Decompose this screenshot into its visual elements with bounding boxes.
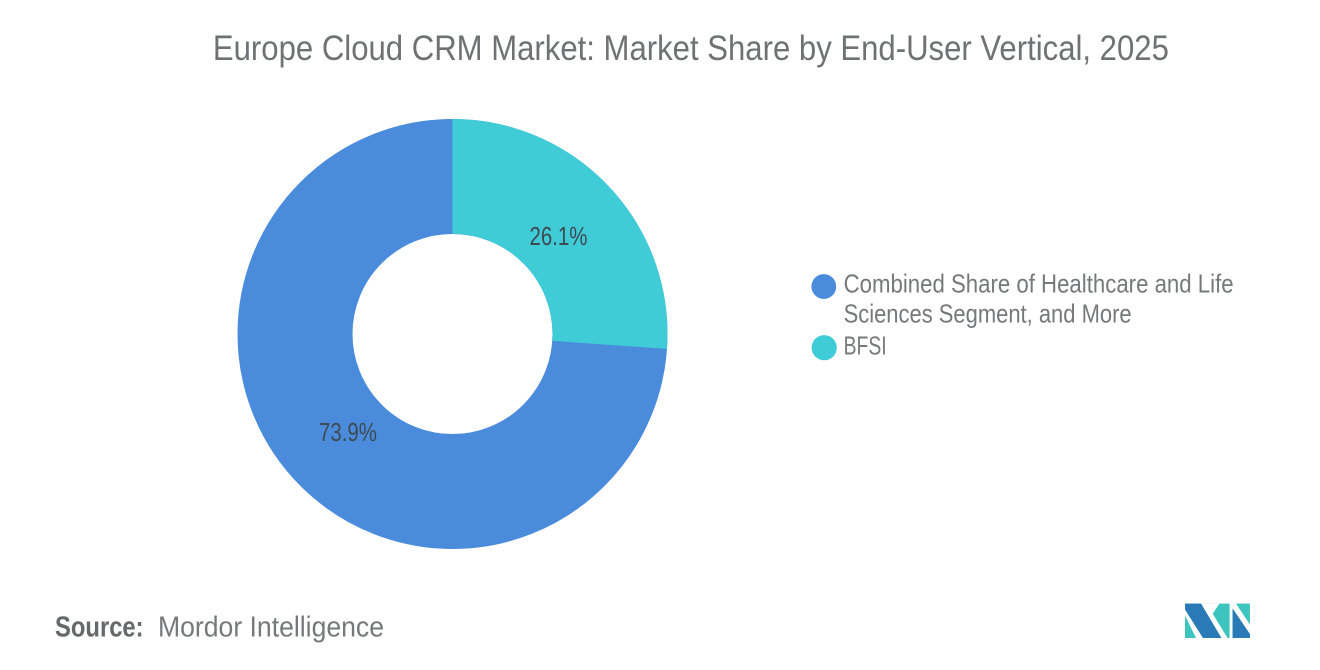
svg-text:26.1%: 26.1% — [530, 221, 588, 251]
svg-text:Sciences Segment, and More: Sciences Segment, and More — [844, 299, 1132, 329]
svg-text:Source:: Source: — [55, 612, 144, 644]
svg-text:Combined Share of Healthcare a: Combined Share of Healthcare and Life — [844, 269, 1234, 299]
svg-text:73.9%: 73.9% — [319, 417, 377, 447]
svg-text:BFSI: BFSI — [844, 330, 887, 360]
svg-text:Europe Cloud CRM Market: Marke: Europe Cloud CRM Market: Market Share by… — [213, 29, 1169, 68]
svg-text:Mordor Intelligence: Mordor Intelligence — [158, 612, 384, 644]
